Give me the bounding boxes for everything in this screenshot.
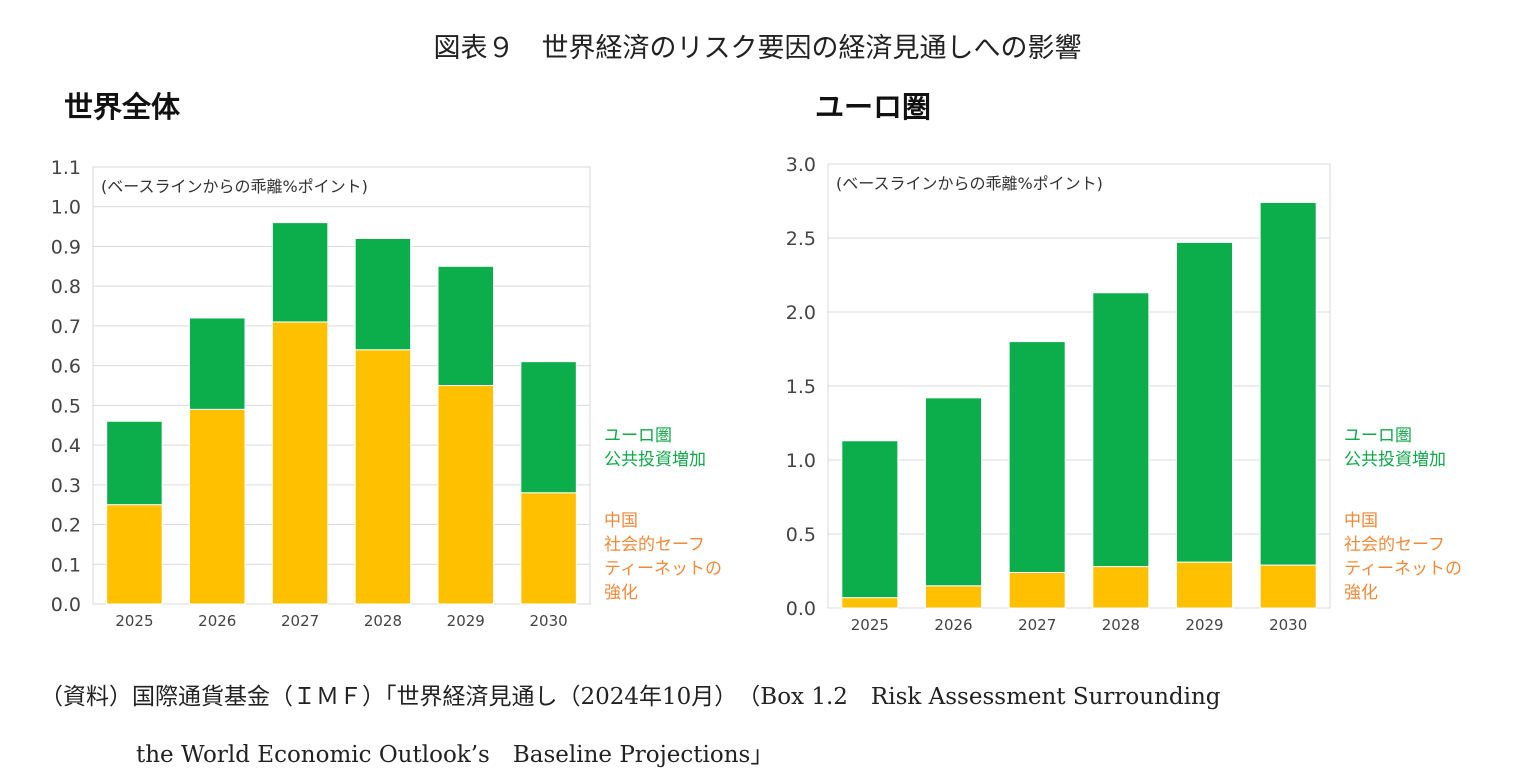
euro-bar-china-2030 [1259,564,1317,609]
euro-ytick-label: 0.0 [786,598,816,620]
euro-legend-china: 社会的セーフ [1344,535,1445,555]
euro-xtick-label: 2027 [1018,616,1056,634]
world-xtick-label: 2027 [281,612,319,630]
euro-bar-eurozone-2026 [924,397,983,587]
chart-eurozone: 0.0 0.5 1.0 1.5 2.0 2.5 3.0 (ベースラインからの乖離%ポイント) 2… [786,154,1462,634]
world-xtick-label: 2025 [115,612,153,630]
source-line-1: （資料）国際通貨基金（ＩＭＦ）「世界経済見通し（2024年10月） （Box 1… [40,684,1221,710]
euro-ytick-label: 1.5 [786,376,816,398]
euro-xtick-label: 2028 [1102,616,1140,634]
world-bar-eurozone-2030 [520,361,577,494]
euro-bar-eurozone-2025 [841,440,899,599]
world-xtick-label: 2026 [198,612,236,630]
world-legend-eurozone: ユーロ圏 [604,426,672,446]
euro-xtick-label: 2029 [1185,616,1223,634]
euro-bar-china-2027 [1008,571,1066,609]
world-ytick-label: 1.0 [51,197,81,219]
world-plot-frame [92,166,591,605]
world-bar-china-2029 [437,385,494,605]
euro-legend-china: ティーネットの [1344,559,1462,579]
figure-title: 図表９ 世界経済のリスク要因の経済見通しへの影響 [433,33,1082,64]
euro-ytick-label: 1.0 [786,450,816,472]
euro-ytick-label: 2.0 [786,302,816,324]
euro-legend-china: 強化 [1344,583,1378,603]
panel-title-eurozone: ユーロ圏 [815,90,932,124]
world-ytick-label: 0.9 [51,236,81,258]
euro-bar-china-2025 [841,597,899,609]
source-line-2: the World Economic Outlook’s Baseline Pr… [136,742,774,768]
world-ytick-label: 1.1 [51,157,81,179]
world-ytick-label: 0.7 [51,316,81,338]
euro-bar-eurozone-2029 [1175,241,1234,563]
euro-legend-eurozone: 公共投資増加 [1344,450,1446,470]
world-legend-china: 中国 [604,511,638,531]
euro-bar-eurozone-2028 [1092,292,1150,568]
world-bar-china-2026 [189,408,246,605]
panel-title-world: 世界全体 [64,90,181,124]
euro-legend-eurozone: ユーロ圏 [1344,426,1412,446]
world-xtick-label: 2030 [529,612,567,630]
euro-ytick-label: 3.0 [786,154,816,176]
world-bar-eurozone-2029 [437,265,494,386]
euro-bar-eurozone-2030 [1259,201,1317,566]
world-ytick-label: 0.5 [51,395,81,417]
world-bar-eurozone-2027 [271,222,329,323]
euro-legend-china: 中国 [1344,511,1378,531]
world-legend-china: 強化 [604,583,638,603]
euro-bar-china-2029 [1175,561,1234,609]
euro-bar-china-2026 [924,585,983,609]
world-ytick-label: 0.8 [51,276,81,298]
world-legend-eurozone: 公共投資増加 [604,450,706,470]
world-ytick-label: 0.3 [51,475,81,497]
source-note: （資料）国際通貨基金（ＩＭＦ）「世界経済見通し（2024年10月） （Box 1… [40,668,1510,784]
world-bar-eurozone-2028 [354,238,412,351]
world-legend-china: 社会的セーフ [604,535,705,555]
euro-ytick-label: 0.5 [786,524,816,546]
world-ytick-label: 0.4 [51,435,81,457]
euro-xtick-label: 2030 [1269,616,1307,634]
world-ytick-label: 0.0 [51,594,81,616]
euro-xtick-label: 2025 [851,616,889,634]
world-ytick-label: 0.2 [51,515,81,537]
chart-world: 0.0 0.1 0.2 0.3 0.4 0.5 0.6 0.7 0.8 0.9 1.0 1.1 (ベース… [51,157,722,630]
world-bar-china-2027 [271,321,329,605]
world-bar-china-2030 [520,492,577,605]
world-unit-annotation: (ベースラインからの乖離%ポイント) [101,177,368,196]
world-bar-china-2028 [354,349,412,605]
euro-unit-annotation: (ベースラインからの乖離%ポイント) [836,174,1103,193]
world-legend-china: ティーネットの [604,559,722,579]
world-ytick-label: 0.1 [51,554,81,576]
euro-bar-china-2028 [1092,566,1150,609]
world-bar-eurozone-2025 [106,420,163,506]
world-ytick-label: 0.6 [51,356,81,378]
euro-xtick-label: 2026 [934,616,972,634]
world-xtick-label: 2028 [364,612,402,630]
euro-bar-eurozone-2027 [1008,341,1066,573]
euro-ytick-label: 2.5 [786,228,816,250]
world-xtick-label: 2029 [447,612,485,630]
world-bar-eurozone-2026 [189,317,246,410]
world-bar-china-2025 [106,504,163,605]
